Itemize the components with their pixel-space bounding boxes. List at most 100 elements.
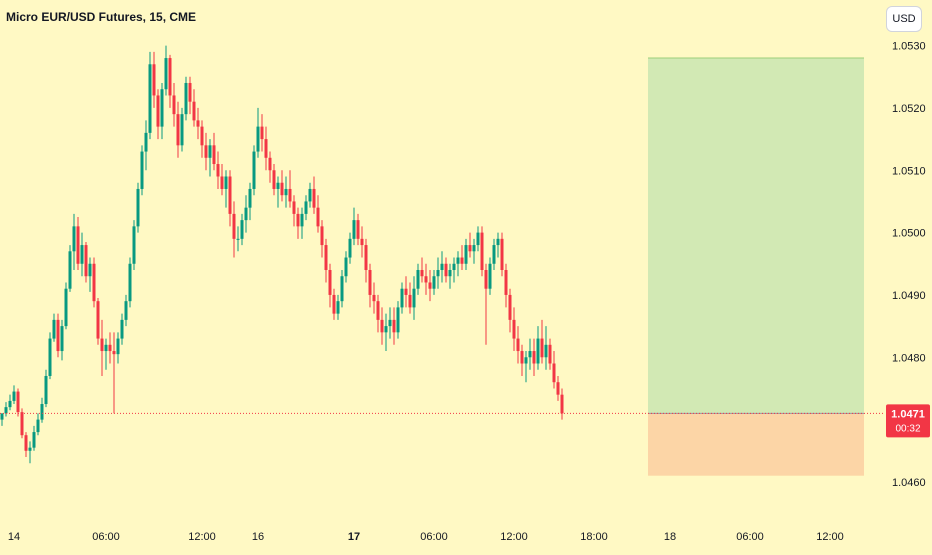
candle [400, 282, 404, 314]
candle-body [456, 257, 460, 264]
candle [244, 195, 248, 233]
candle-body [528, 351, 532, 358]
candle-body [280, 182, 284, 196]
candle [556, 375, 560, 401]
candle [16, 388, 20, 417]
price-tag-box [886, 404, 930, 438]
candle [204, 132, 208, 171]
candle [208, 139, 212, 177]
candle-body [80, 245, 84, 264]
candle-body [200, 126, 204, 146]
candle [544, 326, 548, 370]
candle-body [236, 238, 240, 240]
candle-body [404, 288, 408, 295]
candle [248, 182, 252, 221]
candle-body [260, 126, 264, 140]
candle-body [136, 188, 140, 227]
candle [104, 338, 108, 370]
candle-body [384, 326, 388, 333]
candle [76, 217, 80, 270]
candle-body [548, 344, 552, 364]
loss-zone[interactable] [648, 413, 864, 476]
candle [96, 298, 100, 345]
candle-body [368, 270, 372, 295]
candle-body [296, 213, 300, 227]
candle [112, 332, 116, 414]
candle [240, 213, 244, 246]
candle [508, 288, 512, 333]
candle [128, 257, 132, 308]
candle [180, 107, 184, 152]
candle [448, 263, 452, 289]
candle-body [504, 270, 508, 295]
candle [540, 319, 544, 364]
currency-button[interactable]: USD [886, 6, 922, 32]
candle [440, 251, 444, 283]
candle-body [132, 226, 136, 264]
candle-body [272, 170, 276, 189]
candle-body [124, 301, 128, 320]
candle [8, 394, 12, 411]
candle [52, 313, 56, 342]
x-tick-label: 14 [8, 531, 20, 543]
candle [272, 164, 276, 196]
candle-body [20, 412, 24, 436]
candle [296, 207, 300, 239]
candle [212, 132, 216, 171]
candle [0, 413, 4, 426]
candle [220, 164, 224, 196]
candle-body [440, 263, 444, 270]
candle-body [76, 226, 80, 264]
candle [432, 270, 436, 295]
candle [392, 307, 396, 345]
candle-body [484, 270, 488, 289]
candle-body [304, 201, 308, 214]
candle-body [496, 238, 500, 246]
candle-body [320, 226, 324, 246]
candle-body [476, 232, 480, 246]
candle [252, 145, 256, 196]
candle [468, 232, 472, 258]
candle-body [168, 58, 172, 96]
candle [560, 388, 564, 420]
candle-body [364, 245, 368, 270]
candle-body [0, 413, 4, 420]
candle [4, 402, 8, 417]
candle-body [412, 288, 416, 308]
candle [196, 107, 200, 140]
candle [56, 313, 60, 358]
candle [136, 182, 140, 233]
candle-body [284, 188, 288, 196]
candle-body [340, 276, 344, 302]
profit-zone[interactable] [648, 58, 864, 414]
candle-body [92, 263, 96, 302]
chart-title: Micro EUR/USD Futures, 15, CME [6, 10, 197, 24]
candle [372, 282, 376, 314]
candle [316, 195, 320, 233]
candle [360, 226, 364, 258]
x-tick-label: 12:00 [188, 531, 216, 543]
candle-body [4, 407, 8, 414]
candle [328, 263, 332, 308]
candle [152, 51, 156, 108]
candle-body [460, 257, 464, 264]
candle [424, 263, 428, 295]
candle [368, 263, 372, 308]
candle-body [256, 126, 260, 152]
candle [320, 220, 324, 258]
candle [388, 307, 392, 339]
candle [332, 288, 336, 320]
candle [108, 332, 112, 364]
candle-body [16, 391, 20, 413]
candle [504, 263, 508, 308]
candle-body [536, 338, 540, 364]
candle-body [252, 151, 256, 189]
candle [484, 263, 488, 345]
candle [356, 213, 360, 246]
candle [80, 232, 84, 277]
candle-body [344, 257, 348, 277]
candle-body [216, 164, 220, 177]
candle [396, 301, 400, 339]
